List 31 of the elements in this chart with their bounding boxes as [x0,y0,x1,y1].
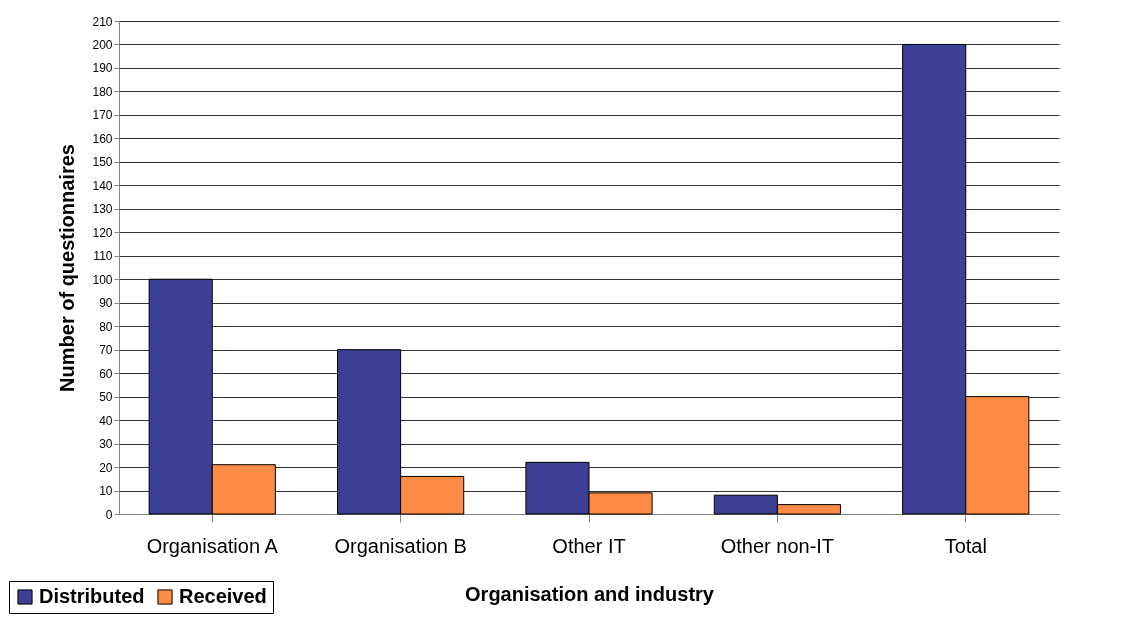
y-tick-label: 100 [92,272,113,287]
y-tick-label: 110 [93,249,113,264]
legend-label: Received [179,585,267,607]
y-tick-label: 0 [105,507,113,522]
y-tick-label: 70 [99,343,113,358]
y-tick-label: 180 [92,84,113,99]
x-tick-label: Organisation A [146,534,279,557]
y-tick-label: 60 [99,366,113,381]
y-tick-label: 40 [99,413,113,428]
x-tick-label: Other non-IT [720,534,835,557]
y-tick-label: 90 [99,296,113,311]
x-axis-title: Organisation and industry [465,582,715,605]
y-tick-label: 50 [99,390,113,405]
y-tick-label: 30 [99,437,113,452]
y-tick-label: 140 [92,178,113,193]
y-tick-label: 210 [92,14,113,29]
x-tick-label: Other IT [552,534,626,557]
y-tick-label: 20 [99,460,113,475]
y-tick-label: 130 [92,202,113,217]
x-tick-label: Total [944,534,987,557]
legend-label: Distributed [39,585,145,607]
y-tick-label: 190 [92,61,113,76]
y-axis-title: Number of questionnaires [56,144,79,392]
y-tick-label: 10 [99,484,113,499]
y-tick-label: 80 [99,319,113,334]
y-tick-label: 170 [92,108,113,123]
y-tick-label: 120 [92,225,113,240]
y-tick-label: 160 [92,131,113,146]
x-tick-label: Organisation B [334,534,467,557]
y-tick-label: 200 [92,37,113,52]
y-tick-label: 150 [92,155,113,170]
